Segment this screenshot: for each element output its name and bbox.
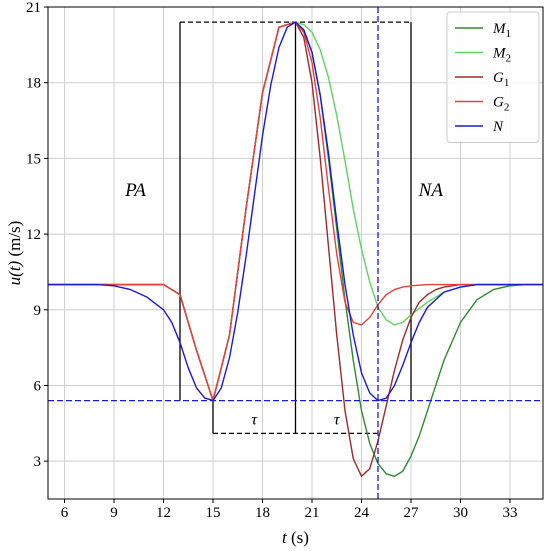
legend-label-g2: G2 — [493, 95, 509, 114]
series-lines — [48, 21, 543, 477]
x-tick-label: 9 — [110, 505, 118, 521]
y-tick-label: 12 — [26, 227, 41, 243]
region-label-pa: PA — [124, 180, 146, 201]
x-tick-label: 24 — [354, 505, 370, 521]
y-tick-label: 9 — [34, 303, 42, 319]
legend: M1 M2 G1 G2 N — [446, 11, 540, 143]
legend-label-n: N — [492, 119, 504, 135]
reference-lines — [48, 7, 543, 499]
x-axis-title: t (s) — [282, 528, 309, 547]
x-tick-label: 27 — [404, 505, 420, 521]
plot-frame — [47, 6, 544, 500]
x-tick-label: 21 — [305, 505, 320, 521]
y-tick-label: 6 — [34, 378, 42, 394]
x-tick-label: 15 — [206, 505, 221, 521]
legend-label-m2: M2 — [492, 46, 511, 65]
legend-label-m1: M1 — [492, 21, 511, 40]
x-tick-label: 33 — [503, 505, 518, 521]
series-line-n — [48, 21, 543, 402]
y-tick-label: 21 — [26, 0, 41, 16]
axis-titles: t (s) u(t) (m/s) — [5, 221, 309, 547]
annotations: PA NA τ τ — [124, 21, 444, 435]
region-label-na: NA — [418, 180, 444, 201]
tau-label: τ — [251, 412, 258, 429]
y-tick-label: 18 — [26, 76, 41, 92]
legend-label-g1: G1 — [493, 70, 509, 89]
x-tick-label: 18 — [255, 505, 270, 521]
x-tick-label: 30 — [453, 505, 468, 521]
x-tick-label: 6 — [61, 505, 69, 521]
tau-label: τ — [334, 412, 341, 429]
y-tick-label: 3 — [34, 454, 42, 470]
y-tick-label: 15 — [26, 151, 41, 167]
x-tick-label: 12 — [156, 505, 171, 521]
y-axis-title: u(t) (m/s) — [5, 221, 24, 286]
legend-box — [446, 11, 540, 143]
